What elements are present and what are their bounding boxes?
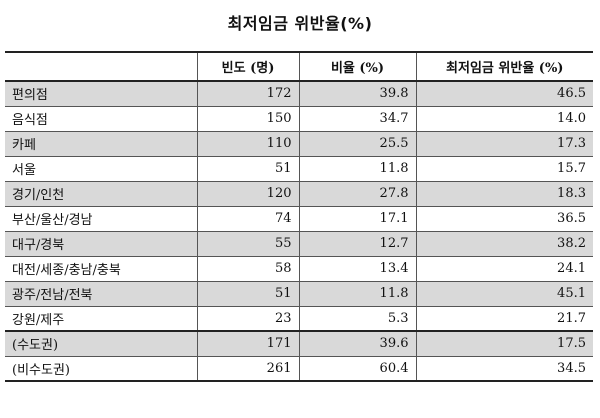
row-ratio: 25.5	[298, 131, 416, 157]
header-row: 빈도 (명) 비율 (%) 최저임금 위반율 (%)	[5, 52, 593, 82]
table-row: 카페 110 25.5 17.3	[5, 131, 593, 157]
table-row: 강원/제주 23 5.3 21.7	[5, 306, 593, 332]
row-frequency: 23	[196, 306, 299, 332]
row-violation-rate: 24.1	[415, 256, 593, 282]
violation-rate-table: 빈도 (명) 비율 (%) 최저임금 위반율 (%) 편의점 172 39.8 …	[5, 51, 593, 382]
row-frequency: 51	[196, 156, 299, 182]
row-label: 서울	[5, 156, 197, 182]
row-label: 강원/제주	[5, 306, 197, 332]
table-row: 경기/인천 120 27.8 18.3	[5, 181, 593, 207]
row-violation-rate: 45.1	[415, 281, 593, 307]
row-label: 카페	[5, 131, 197, 157]
row-ratio: 11.8	[298, 156, 416, 182]
row-frequency: 58	[196, 256, 299, 282]
table-row: 편의점 172 39.8 46.5	[5, 81, 593, 107]
row-ratio: 17.1	[298, 206, 416, 232]
row-label: (비수도권)	[5, 356, 197, 382]
row-frequency: 261	[196, 356, 299, 382]
row-violation-rate: 34.5	[415, 356, 593, 382]
row-violation-rate: 17.5	[415, 330, 593, 357]
row-frequency: 55	[196, 231, 299, 257]
row-label: 부산/울산/경남	[5, 206, 197, 232]
row-violation-rate: 18.3	[415, 181, 593, 207]
row-violation-rate: 46.5	[415, 81, 593, 107]
table-row: (수도권) 171 39.6 17.5	[5, 330, 593, 357]
row-label: 광주/전남/전북	[5, 281, 197, 307]
row-frequency: 51	[196, 281, 299, 307]
row-frequency: 172	[196, 81, 299, 107]
table-row: (비수도권) 261 60.4 34.5	[5, 356, 593, 382]
header-frequency: 빈도 (명)	[196, 52, 299, 82]
row-label: 음식점	[5, 106, 197, 132]
row-ratio: 12.7	[298, 231, 416, 257]
row-violation-rate: 21.7	[415, 306, 593, 332]
row-violation-rate: 14.0	[415, 106, 593, 132]
row-ratio: 13.4	[298, 256, 416, 282]
row-ratio: 39.6	[298, 330, 416, 357]
row-label: 경기/인천	[5, 181, 197, 207]
row-frequency: 150	[196, 106, 299, 132]
row-violation-rate: 15.7	[415, 156, 593, 182]
header-violation-rate: 최저임금 위반율 (%)	[415, 52, 593, 82]
table-row: 대전/세종/충남/충북 58 13.4 24.1	[5, 256, 593, 282]
row-ratio: 11.8	[298, 281, 416, 307]
row-violation-rate: 38.2	[415, 231, 593, 257]
table-row: 음식점 150 34.7 14.0	[5, 106, 593, 132]
table-row: 부산/울산/경남 74 17.1 36.5	[5, 206, 593, 232]
row-violation-rate: 17.3	[415, 131, 593, 157]
table-row: 대구/경북 55 12.7 38.2	[5, 231, 593, 257]
row-label: 편의점	[5, 81, 197, 107]
table-row: 서울 51 11.8 15.7	[5, 156, 593, 182]
row-ratio: 60.4	[298, 356, 416, 382]
table-row: 광주/전남/전북 51 11.8 45.1	[5, 281, 593, 307]
row-frequency: 110	[196, 131, 299, 157]
row-label: 대구/경북	[5, 231, 197, 257]
row-frequency: 74	[196, 206, 299, 232]
row-ratio: 39.8	[298, 81, 416, 107]
row-violation-rate: 36.5	[415, 206, 593, 232]
row-frequency: 120	[196, 181, 299, 207]
row-ratio: 34.7	[298, 106, 416, 132]
table-title: 최저임금 위반율(%)	[227, 14, 373, 33]
row-label: (수도권)	[5, 330, 197, 357]
row-label: 대전/세종/충남/충북	[5, 256, 197, 282]
row-frequency: 171	[196, 330, 299, 357]
header-category	[5, 52, 197, 82]
row-ratio: 5.3	[298, 306, 416, 332]
row-ratio: 27.8	[298, 181, 416, 207]
header-ratio: 비율 (%)	[298, 52, 416, 82]
